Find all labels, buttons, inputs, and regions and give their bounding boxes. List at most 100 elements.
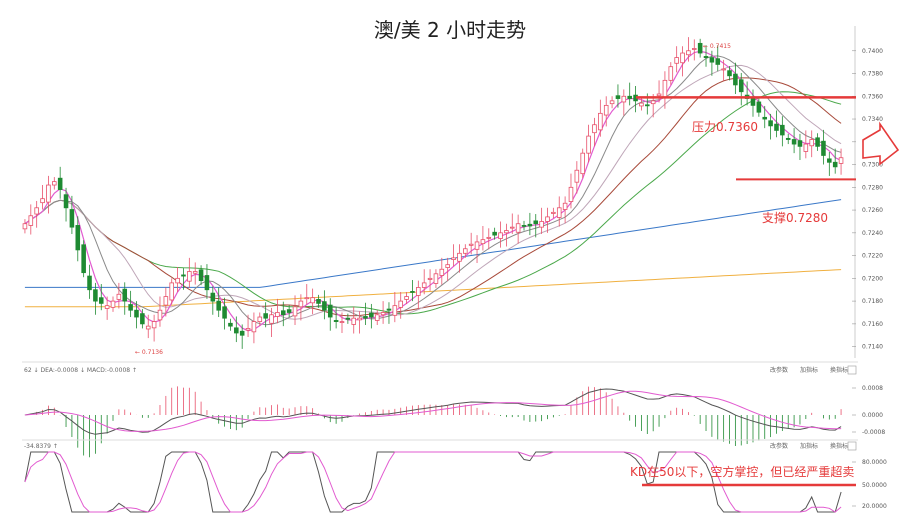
candle-down xyxy=(93,289,98,302)
y-tick-label: 0.7300 xyxy=(862,162,883,169)
candle-down xyxy=(222,306,227,319)
kd-toolbar-item: 改参数 xyxy=(770,442,788,450)
candle-up xyxy=(245,328,251,331)
candle-down xyxy=(128,304,133,311)
candle-up xyxy=(568,186,574,202)
candle-up xyxy=(451,257,456,260)
candle-up xyxy=(433,273,439,284)
candle-down xyxy=(821,140,826,156)
candle-up xyxy=(40,198,45,204)
candle-down xyxy=(363,316,368,319)
candle-up xyxy=(192,271,198,274)
candle-up xyxy=(656,93,662,97)
candle-down xyxy=(263,313,268,319)
candle-down xyxy=(280,310,286,316)
candle-down xyxy=(738,79,744,93)
candle-down xyxy=(316,298,321,304)
macd-toolbar-item: 换指标 xyxy=(830,366,848,374)
direction-arrow-icon xyxy=(862,121,900,166)
candle-up xyxy=(586,135,591,154)
candle-up xyxy=(680,52,685,64)
candle-up xyxy=(251,321,257,333)
candle-down xyxy=(216,300,221,311)
candle-down xyxy=(715,58,721,65)
kd-tick-label: 80.0000 xyxy=(862,459,887,466)
candle-up xyxy=(803,143,809,152)
candle-up xyxy=(298,300,304,308)
candle-down xyxy=(210,292,216,302)
candle-up xyxy=(504,230,509,234)
candle-up xyxy=(721,68,726,71)
candle-down xyxy=(345,317,351,320)
candle-down xyxy=(410,291,415,293)
kd-annotation: KD在50以下，空方掌控，但已经严重超卖 xyxy=(630,464,854,479)
ma120-line xyxy=(24,199,842,288)
candle-down xyxy=(333,320,339,322)
y-tick-label: 0.7240 xyxy=(862,230,883,237)
candle-down xyxy=(228,322,233,327)
candle-up xyxy=(674,57,679,64)
candle-up xyxy=(545,216,550,222)
candle-down xyxy=(791,139,797,145)
candle-up xyxy=(592,124,597,134)
high-label: ← 0.7415 xyxy=(703,43,731,50)
candle-down xyxy=(140,313,145,325)
y-tick-label: 0.7180 xyxy=(862,298,883,305)
candle-down xyxy=(697,42,703,54)
candle-down xyxy=(122,288,128,302)
candle-down xyxy=(627,95,632,99)
candle-up xyxy=(427,277,433,280)
candle-up xyxy=(292,306,298,317)
candle-down xyxy=(780,124,785,136)
candle-down xyxy=(322,301,327,311)
candle-up xyxy=(104,305,110,309)
y-tick-label: 0.7200 xyxy=(862,275,883,282)
candle-up xyxy=(28,215,34,226)
candle-down xyxy=(198,269,204,282)
candle-down xyxy=(87,275,92,291)
candle-up xyxy=(515,223,521,233)
macd-toolbar-item: 加指标 xyxy=(800,366,818,374)
candle-down xyxy=(797,140,803,147)
candle-up xyxy=(163,296,169,306)
candle-down xyxy=(134,309,139,318)
candle-up xyxy=(580,152,586,175)
candle-up xyxy=(339,321,345,323)
candle-up xyxy=(598,112,603,131)
candle-down xyxy=(204,275,210,291)
candle-up xyxy=(621,95,627,103)
k-line xyxy=(24,451,842,513)
candle-down xyxy=(785,137,791,140)
candle-up xyxy=(551,211,556,214)
candle-down xyxy=(181,274,186,277)
candle-down xyxy=(727,70,732,77)
candle-up xyxy=(110,300,116,308)
support-label: 支撑0.7280 xyxy=(762,210,828,225)
candle-up xyxy=(574,169,580,183)
candle-up xyxy=(22,223,28,230)
candle-up xyxy=(46,184,51,203)
candle-up xyxy=(52,181,57,186)
candle-up xyxy=(463,248,468,254)
candle-down xyxy=(533,220,539,225)
candle-up xyxy=(439,268,445,276)
candle-down xyxy=(81,244,86,274)
macd-tick-label: 0.0008 xyxy=(862,385,883,392)
candle-down xyxy=(774,123,779,131)
y-tick-label: 0.7220 xyxy=(862,253,883,260)
resistance-label: 压力0.7360 xyxy=(692,120,758,134)
kd-tick-label: 20.0000 xyxy=(862,503,887,510)
candle-up xyxy=(151,321,157,329)
candle-up xyxy=(468,243,474,246)
ma250-line xyxy=(24,269,842,308)
candle-up xyxy=(392,305,398,316)
candle-up xyxy=(445,264,450,268)
candle-up xyxy=(668,66,674,81)
candle-down xyxy=(703,56,709,58)
kd-toolbar-item: 换指标 xyxy=(830,442,848,450)
candle-up xyxy=(474,241,480,250)
candle-up xyxy=(357,317,362,321)
candle-down xyxy=(756,101,762,113)
candle-down xyxy=(827,158,832,163)
